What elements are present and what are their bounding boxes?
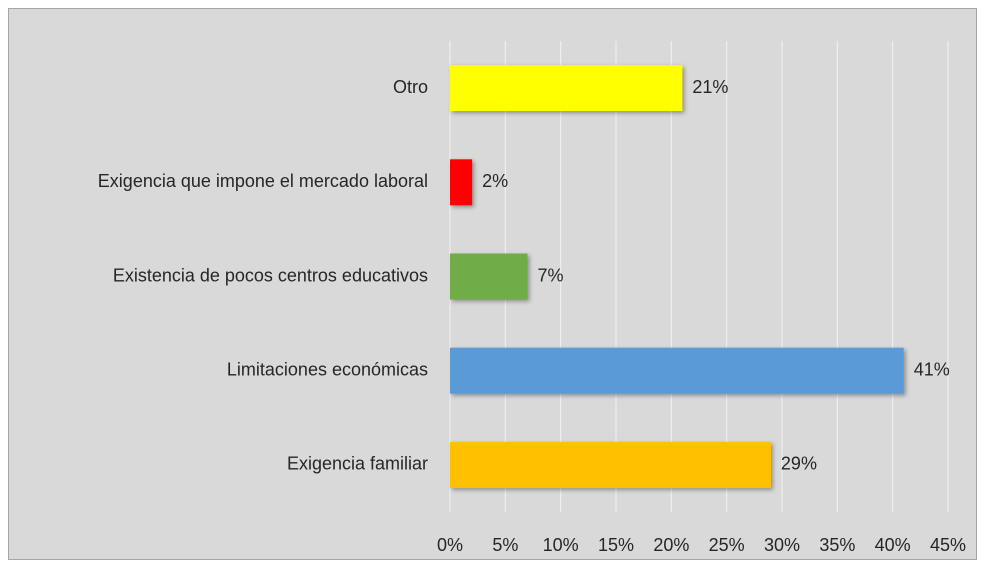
data-label: 7% [537,265,563,285]
data-label: 21% [692,77,728,97]
x-tick-label: 0% [437,535,463,555]
bar [450,253,528,300]
x-tick-label: 20% [653,535,689,555]
y-tick-label: Limitaciones económicas [227,359,428,379]
x-tick-label: 45% [930,535,966,555]
x-tick-label: 40% [875,535,911,555]
bar [450,65,683,112]
data-label: 41% [914,359,950,379]
bar [450,441,771,488]
x-tick-label: 15% [598,535,634,555]
x-tick-label: 35% [819,535,855,555]
bar [450,347,904,394]
x-tick-label: 10% [543,535,579,555]
x-tick-label: 5% [492,535,518,555]
y-tick-label: Existencia de pocos centros educativos [113,265,428,285]
y-tick-label: Exigencia que impone el mercado laboral [98,171,428,191]
y-tick-label: Exigencia familiar [287,454,428,474]
bar [450,159,473,206]
y-tick-label: Otro [393,77,428,97]
x-tick-label: 25% [709,535,745,555]
x-tick-label: 30% [764,535,800,555]
data-label: 2% [482,171,508,191]
data-label: 29% [781,454,817,474]
